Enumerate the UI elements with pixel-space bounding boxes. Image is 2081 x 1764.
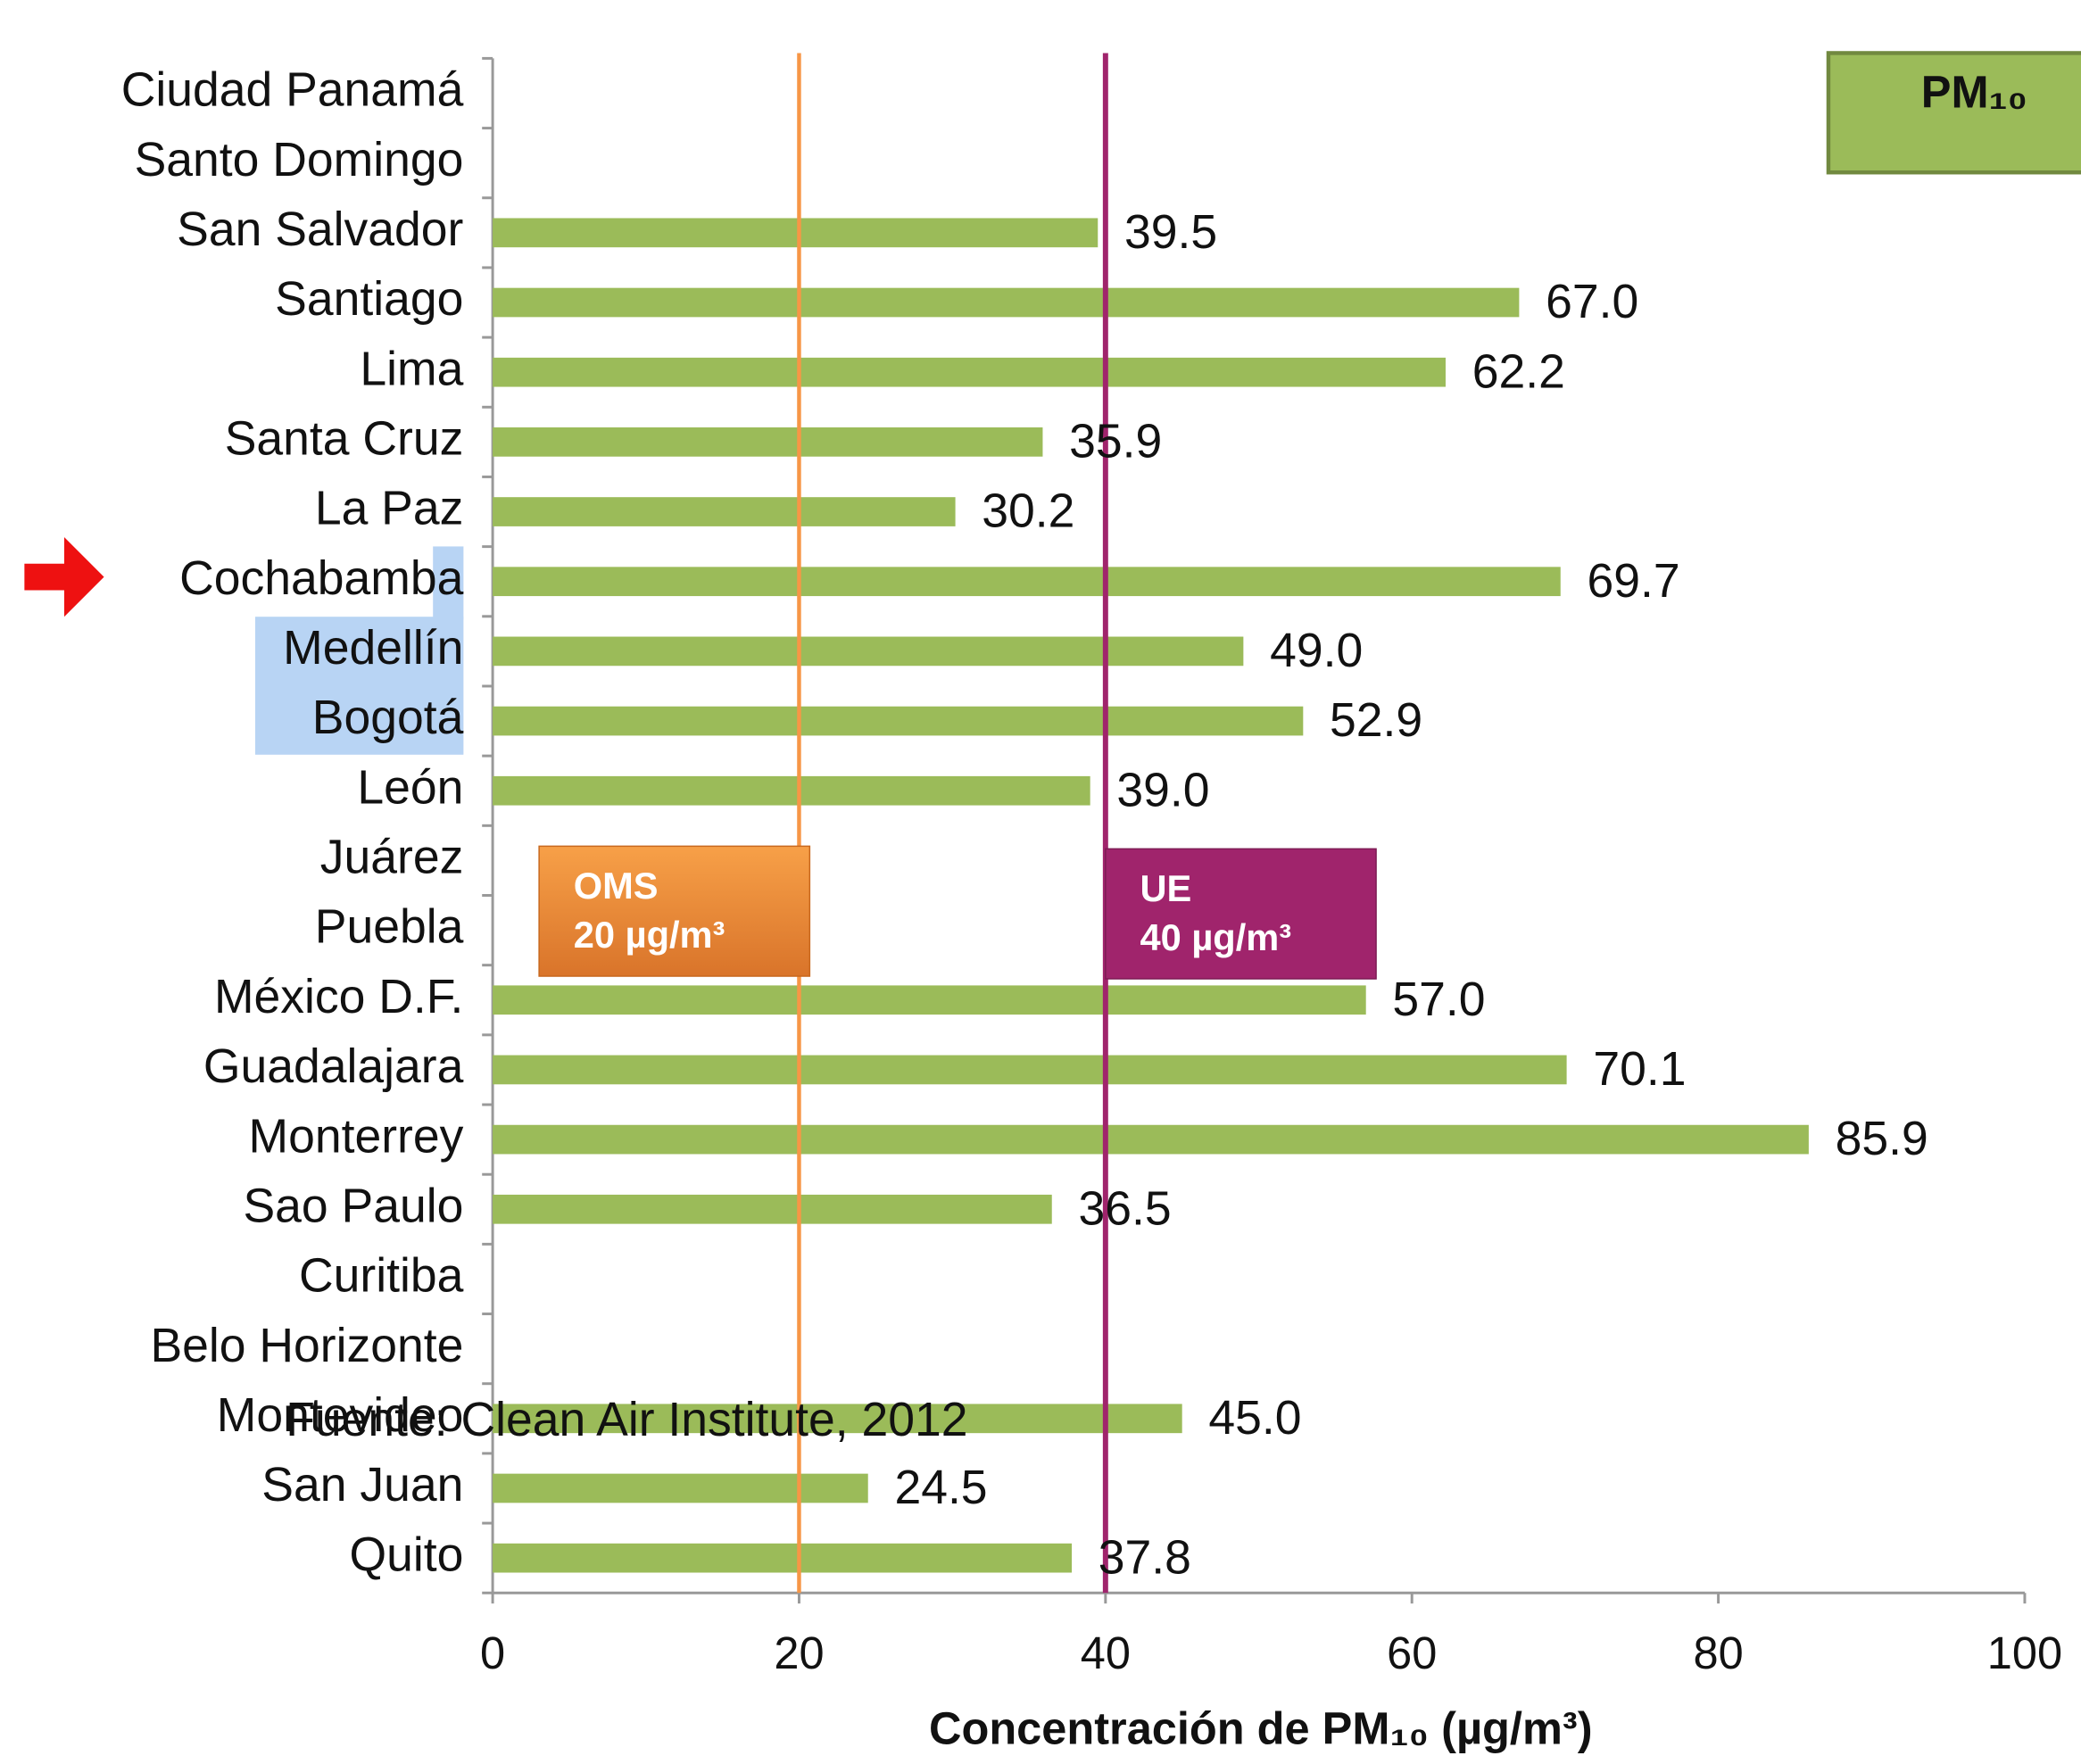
- highlight: [433, 546, 464, 620]
- x-tick-label: 60: [1387, 1627, 1437, 1678]
- bar: [493, 636, 1244, 667]
- bar: [493, 218, 1099, 248]
- bar: [493, 287, 1520, 318]
- data-label: 57.0: [1392, 973, 1485, 1026]
- data-label: 45.0: [1208, 1392, 1301, 1445]
- y-tick-label: Cochabamba: [179, 552, 463, 605]
- data-label: 49.0: [1270, 625, 1363, 677]
- y-tick-label: Guadalajara: [203, 1040, 464, 1093]
- data-label: 30.2: [982, 485, 1074, 538]
- y-tick-label: Santiago: [275, 273, 463, 326]
- y-tick-label: San Juan: [261, 1459, 463, 1511]
- reference-label: OMS: [574, 865, 659, 907]
- bar: [493, 1055, 1567, 1085]
- y-tick-label: Sao Paulo: [243, 1180, 463, 1232]
- data-label: 39.5: [1124, 206, 1217, 259]
- y-tick-label: Curitiba: [299, 1250, 464, 1303]
- bar: [493, 1473, 868, 1503]
- y-tick-label: Puebla: [315, 901, 464, 954]
- data-label: 24.5: [894, 1462, 987, 1514]
- legend: [1826, 51, 2081, 175]
- legend-label: PM₁₀: [1921, 66, 2027, 117]
- y-tick-label: Ciudad Panamá: [121, 64, 464, 117]
- x-tick-label: 0: [480, 1627, 505, 1678]
- x-tick-label: 40: [1081, 1627, 1131, 1678]
- y-tick-label: Montevideo: [217, 1389, 464, 1442]
- data-label: 37.8: [1099, 1531, 1191, 1584]
- reference-label: 40 µg/m³: [1140, 916, 1291, 958]
- y-tick-label: Lima: [360, 343, 463, 395]
- y-tick-label: Medellín: [283, 622, 463, 675]
- bar: [493, 357, 1446, 387]
- source: Fuente: Clean Air Institute, 2012: [286, 1394, 967, 1446]
- x-tick-label: 80: [1693, 1627, 1743, 1678]
- y-tick-label: México D.F.: [214, 971, 463, 1023]
- bar: [493, 775, 1090, 806]
- bar: [493, 497, 956, 526]
- data-label: 35.9: [1069, 415, 1162, 468]
- reference-box: [1105, 848, 1377, 980]
- reference-label: 20 µg/m³: [574, 914, 725, 956]
- bar: [493, 567, 1561, 597]
- data-label: 62.2: [1472, 345, 1565, 398]
- bar: [493, 1543, 1073, 1573]
- reference-box: [538, 845, 811, 977]
- y-tick-label: Bogotá: [312, 692, 464, 744]
- x-tick-label: 20: [774, 1627, 824, 1678]
- x-axis-label: Concentración de PM₁₀ (µg/m³): [929, 1703, 1593, 1754]
- y-tick-label: Santa Cruz: [225, 413, 464, 466]
- data-label: 39.0: [1116, 764, 1209, 816]
- bar: [493, 427, 1043, 457]
- y-tick-label: San Salvador: [177, 203, 463, 256]
- y-tick-label: Quito: [350, 1528, 464, 1581]
- y-tick-label: Juárez: [320, 832, 464, 884]
- bar: [493, 985, 1366, 1015]
- data-label: 69.7: [1587, 555, 1679, 608]
- bar: [493, 1404, 1182, 1434]
- arrow: [24, 537, 104, 617]
- data-label: 70.1: [1593, 1043, 1686, 1096]
- data-label: 67.0: [1546, 276, 1638, 328]
- plot: 0 20 40 60 80 100 Ciudad Panamá Santo Domingo Sa…: [121, 53, 2062, 1678]
- x-tick-label: 100: [1987, 1627, 2062, 1678]
- reference-label: UE: [1140, 867, 1191, 909]
- data-label: 85.9: [1836, 1113, 1928, 1165]
- data-label: 36.5: [1078, 1182, 1171, 1235]
- bar: [493, 1194, 1052, 1224]
- y-tick-label: Monterrey: [249, 1110, 464, 1163]
- bar: [493, 1124, 1809, 1155]
- bar: [493, 706, 1304, 736]
- y-tick-label: León: [357, 761, 463, 814]
- highlight: [255, 617, 464, 755]
- y-tick-label: La Paz: [315, 483, 464, 535]
- data-label: 52.9: [1330, 694, 1422, 747]
- y-tick-label: Belo Horizonte: [150, 1320, 463, 1372]
- y-tick-label: Santo Domingo: [135, 134, 464, 186]
